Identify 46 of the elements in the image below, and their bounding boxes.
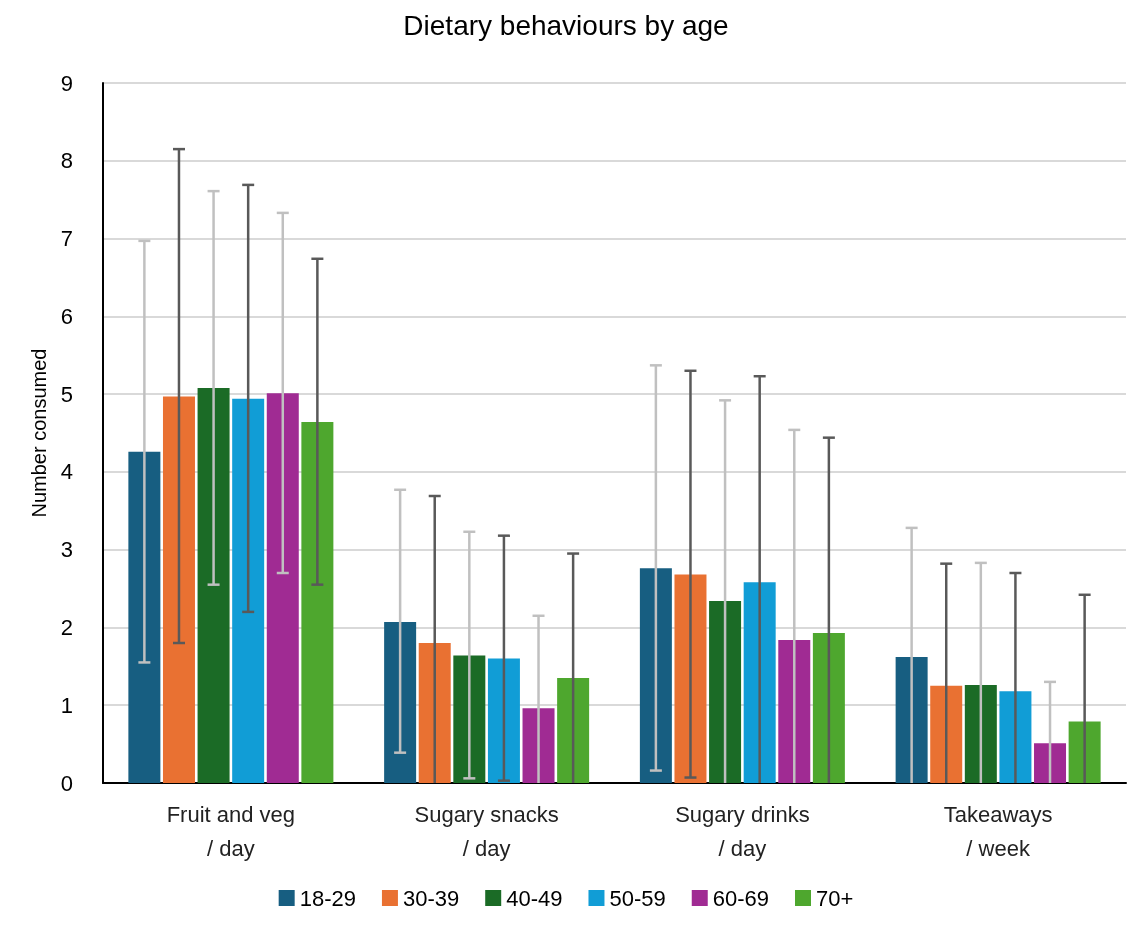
bar — [999, 691, 1032, 783]
bar — [1034, 743, 1067, 783]
bar — [197, 387, 230, 783]
bar — [453, 655, 486, 783]
bar — [301, 422, 334, 783]
y-tick-label: 9 — [60, 70, 73, 96]
bar — [418, 643, 451, 783]
bar — [1068, 721, 1101, 783]
y-tick-label: 5 — [60, 381, 73, 407]
bar — [162, 396, 195, 783]
legend-label: 18-29 — [299, 885, 356, 911]
y-axis-title: Number consumed — [28, 348, 50, 518]
bar — [743, 582, 776, 783]
bar — [128, 451, 161, 783]
chart-title: Dietary behaviours by age — [403, 9, 729, 41]
bar — [674, 574, 707, 783]
legend-label: 70+ — [816, 885, 854, 911]
x-tick-label: Sugary snacks / day — [414, 801, 559, 861]
bar — [964, 685, 997, 783]
bar — [522, 708, 555, 783]
bar — [812, 632, 845, 783]
y-tick-label: 6 — [60, 303, 73, 329]
y-tick-label: 1 — [60, 692, 73, 718]
bar — [895, 657, 928, 783]
x-tick-label: Fruit and veg / day — [166, 801, 296, 861]
bar — [778, 639, 811, 783]
legend-label: 60-69 — [712, 885, 770, 911]
legend-label: 50-59 — [609, 885, 666, 911]
y-tick-label: 7 — [60, 226, 73, 252]
bar — [384, 622, 417, 783]
y-tick-label: 4 — [60, 459, 73, 485]
x-tick-label: Sugary drinks / day — [675, 801, 810, 861]
bar — [557, 678, 590, 783]
y-tick-label: 2 — [60, 614, 73, 640]
legend-label: 30-39 — [402, 885, 460, 911]
bar — [232, 398, 265, 783]
y-tick-label: 3 — [60, 537, 73, 563]
legend-label: 40-49 — [506, 885, 563, 911]
bar — [639, 568, 672, 783]
bar — [266, 393, 299, 783]
y-tick-label: 8 — [60, 148, 73, 174]
bar — [930, 685, 963, 783]
bar — [487, 658, 520, 783]
y-tick-label: 0 — [60, 770, 73, 796]
x-tick-label: Takeaways / week — [943, 801, 1053, 861]
bar — [709, 601, 742, 783]
